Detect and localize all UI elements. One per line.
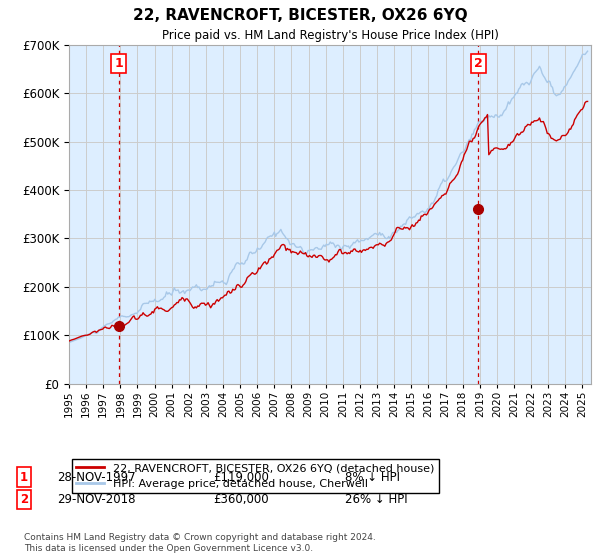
Text: 1: 1 (20, 470, 28, 484)
Text: 2: 2 (474, 57, 482, 69)
Text: £119,000: £119,000 (213, 470, 269, 484)
Text: 1: 1 (115, 57, 123, 69)
Text: 28-NOV-1997: 28-NOV-1997 (57, 470, 136, 484)
Text: 26% ↓ HPI: 26% ↓ HPI (345, 493, 407, 506)
Text: 8% ↓ HPI: 8% ↓ HPI (345, 470, 400, 484)
Text: 2: 2 (20, 493, 28, 506)
Title: Price paid vs. HM Land Registry's House Price Index (HPI): Price paid vs. HM Land Registry's House … (161, 29, 499, 42)
Text: 29-NOV-2018: 29-NOV-2018 (57, 493, 136, 506)
Text: £360,000: £360,000 (213, 493, 269, 506)
Text: Contains HM Land Registry data © Crown copyright and database right 2024.
This d: Contains HM Land Registry data © Crown c… (24, 533, 376, 553)
Text: 22, RAVENCROFT, BICESTER, OX26 6YQ: 22, RAVENCROFT, BICESTER, OX26 6YQ (133, 8, 467, 24)
Legend: 22, RAVENCROFT, BICESTER, OX26 6YQ (detached house), HPI: Average price, detache: 22, RAVENCROFT, BICESTER, OX26 6YQ (deta… (72, 459, 439, 493)
